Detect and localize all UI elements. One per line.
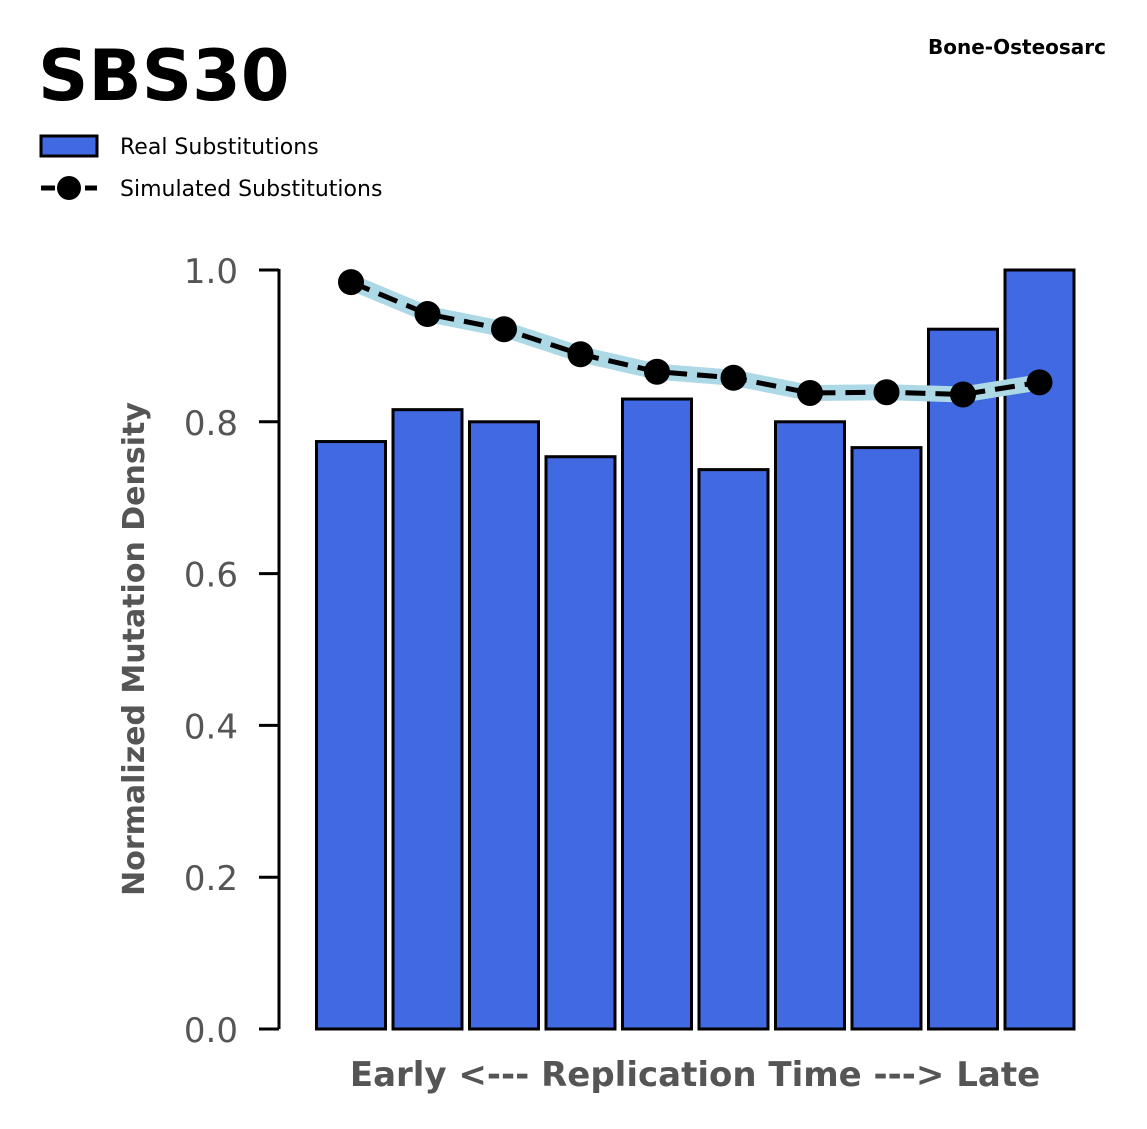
- legend-label-simulated: Simulated Substitutions: [120, 177, 382, 202]
- y-tick-label: 0.4: [184, 707, 238, 747]
- bar-real-9: [927, 327, 999, 1031]
- bars-group: [315, 268, 1076, 1031]
- y-tick-label: 1.0: [184, 252, 238, 292]
- bar-real-6: [697, 468, 770, 1031]
- simulated-point-10: [1026, 369, 1053, 396]
- y-tick-label: 0.6: [184, 556, 238, 596]
- legend-marker-icon: [57, 176, 81, 200]
- bar-real-3: [468, 420, 540, 1031]
- bar-real-8: [850, 446, 923, 1031]
- simulated-point-8: [873, 379, 900, 406]
- simulated-point-6: [720, 364, 747, 391]
- simulated-point-3: [491, 316, 517, 343]
- bar-real-1: [315, 440, 387, 1031]
- bar-real-10: [1003, 268, 1076, 1031]
- bar-real-2: [391, 408, 464, 1031]
- chart-subtitle: Bone-Osteosarc: [928, 35, 1106, 59]
- legend: Real Substitutions Simulated Substitutio…: [39, 134, 382, 202]
- x-axis-label: Early <--- Replication Time ---> Late: [350, 1055, 1040, 1095]
- legend-bar-swatch: [39, 134, 99, 158]
- simulated-point-4: [567, 341, 594, 368]
- y-tick-label: 0.0: [184, 1011, 238, 1051]
- legend-label-real: Real Substitutions: [120, 135, 319, 160]
- simulated-line-group: [338, 269, 1053, 408]
- bar-real-7: [774, 420, 846, 1031]
- bar-real-5: [621, 397, 693, 1031]
- bar-real-4: [544, 455, 617, 1031]
- y-tick-label: 0.8: [184, 404, 238, 444]
- simulated-line: [350, 279, 1040, 397]
- chart-title: SBS30: [38, 35, 290, 117]
- y-axis: 0.0 0.2 0.4 0.6 0.8 1.0: [184, 252, 281, 1051]
- simulated-point-7: [797, 379, 823, 406]
- y-axis-label: Normalized Mutation Density: [117, 402, 152, 896]
- simulated-point-9: [950, 381, 976, 408]
- simulated-point-2: [414, 301, 441, 328]
- simulated-point-5: [644, 358, 670, 385]
- simulated-point-1: [338, 269, 364, 296]
- y-tick-label: 0.2: [184, 859, 238, 899]
